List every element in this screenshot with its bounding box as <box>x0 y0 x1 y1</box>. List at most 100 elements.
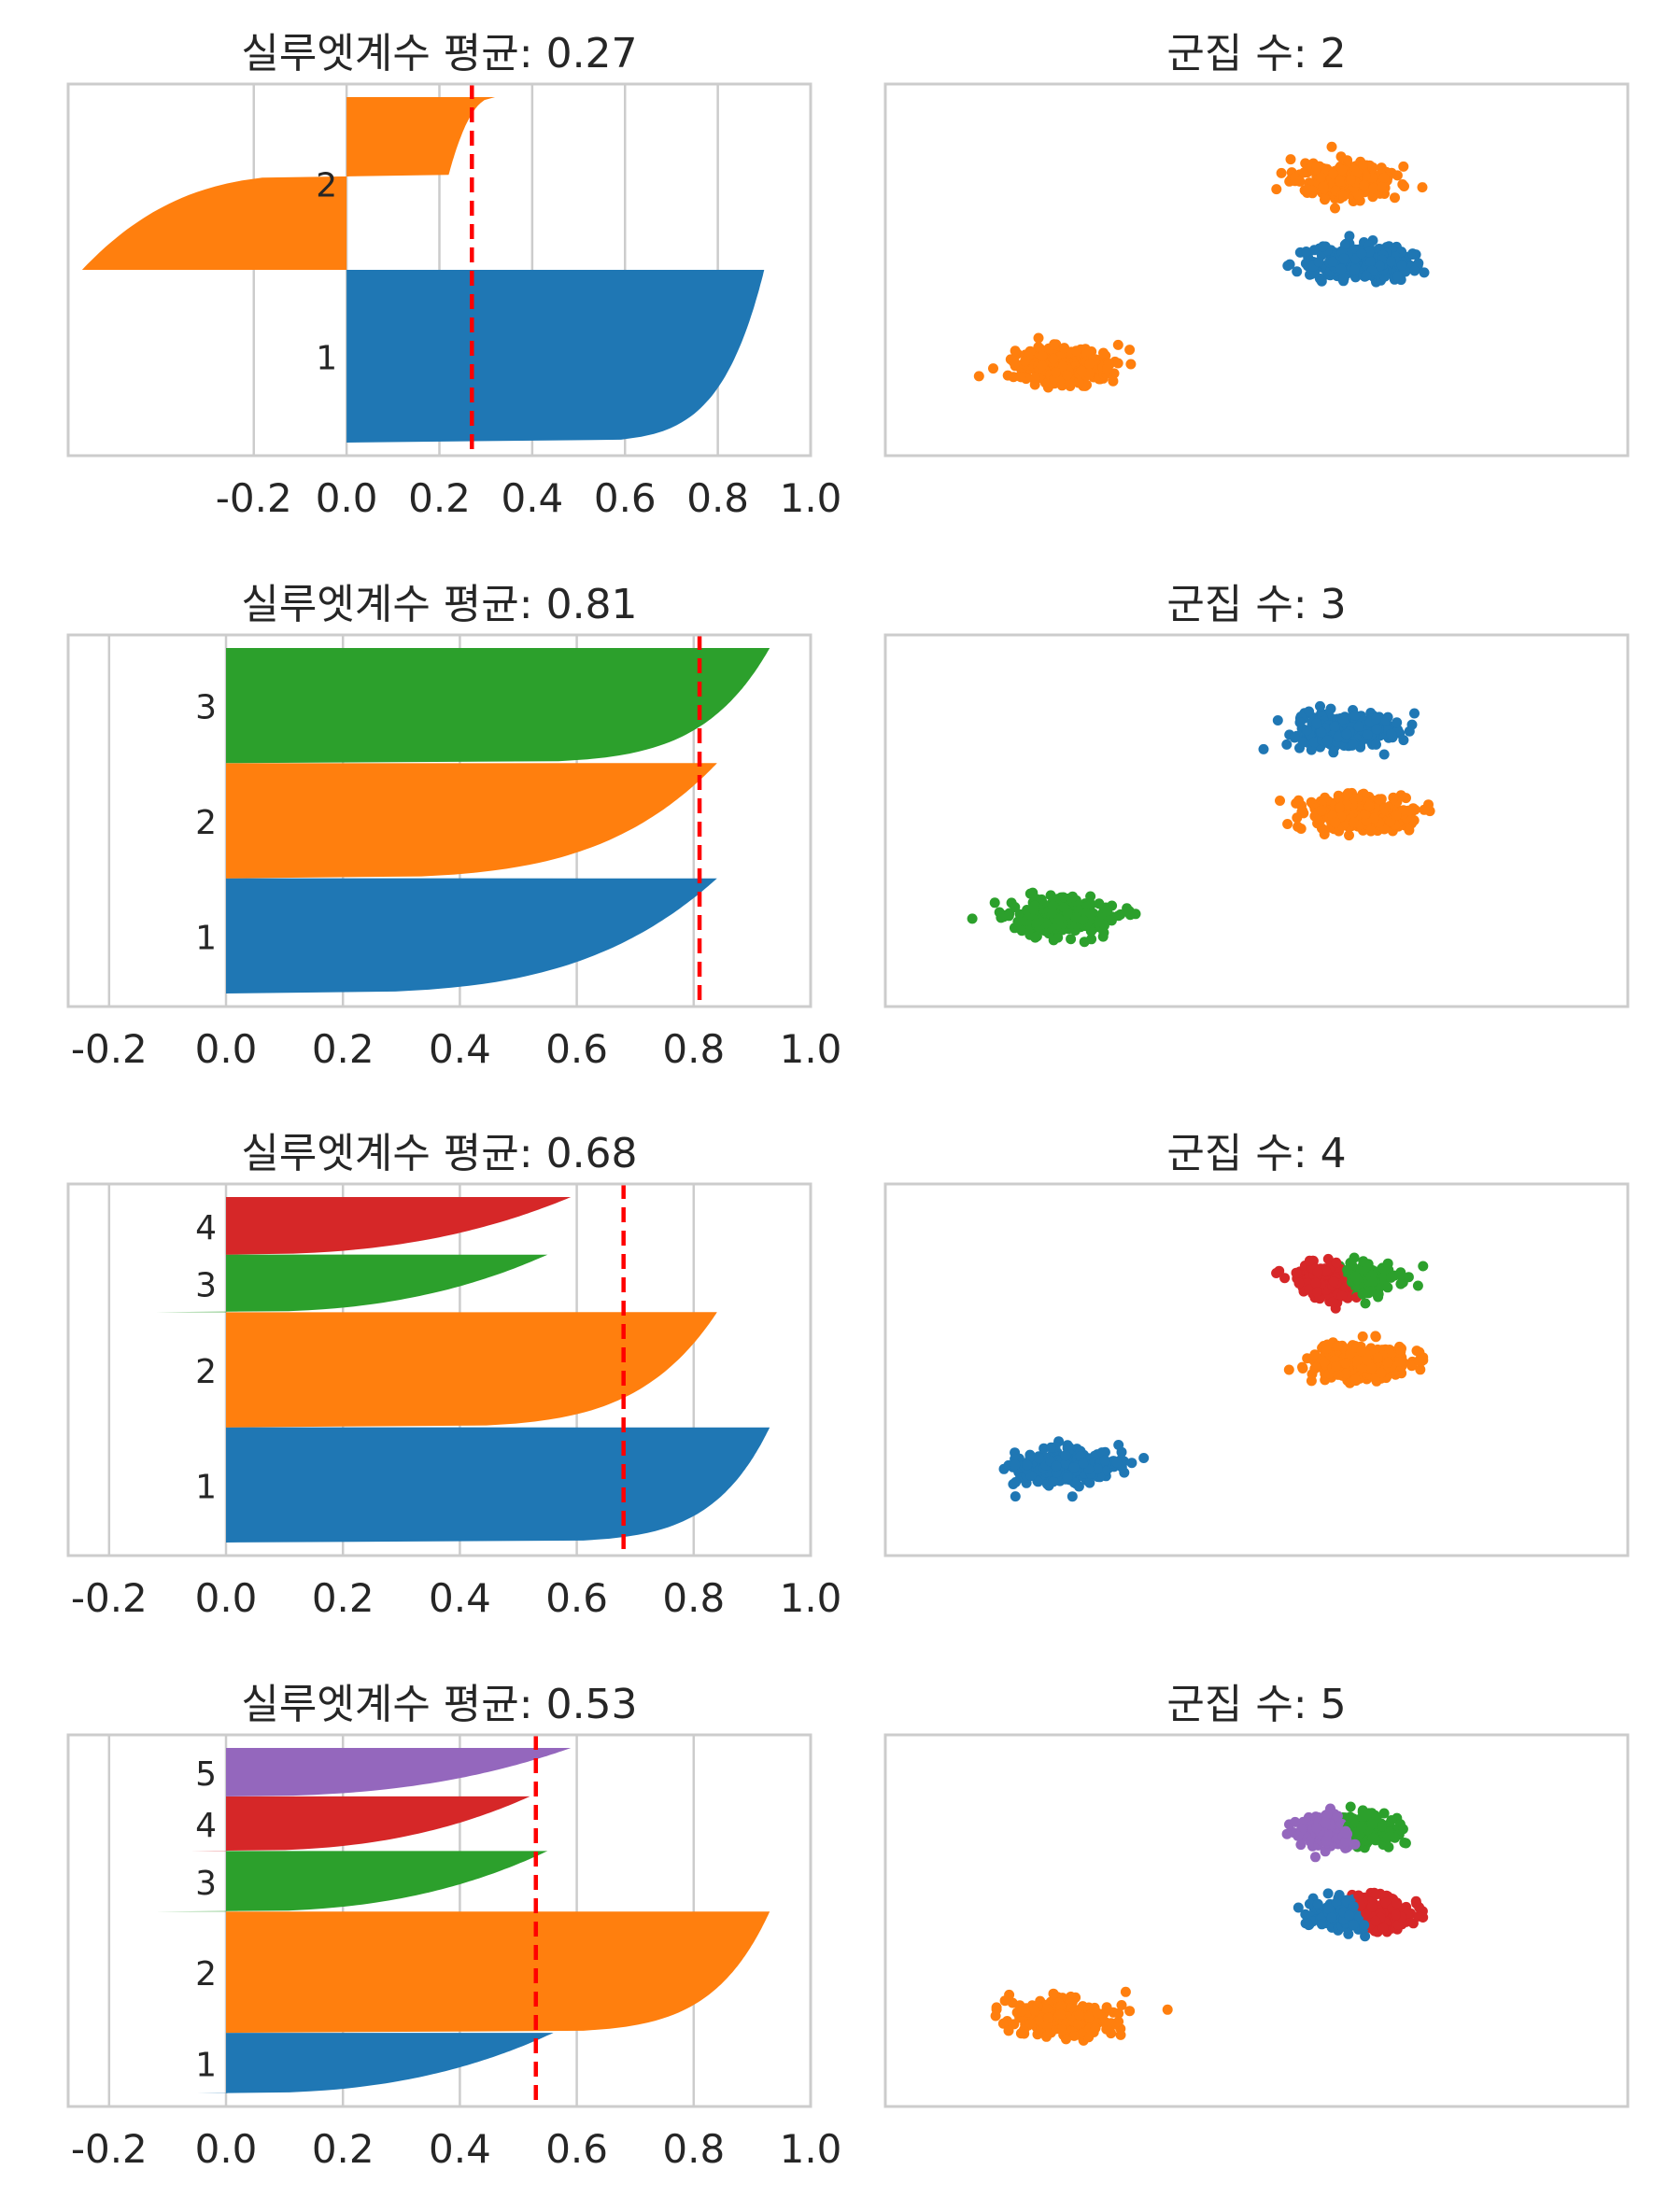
scatter-point <box>1010 902 1021 912</box>
scatter-point <box>1138 1453 1150 1463</box>
x-tick-label: 0.8 <box>662 1026 725 1072</box>
scatter-point <box>1279 1273 1291 1284</box>
scatter-point <box>1339 239 1350 250</box>
panel-title: 군집 수: 5 <box>1166 1681 1346 1728</box>
scatter-point <box>1357 1289 1368 1300</box>
scatter-point <box>1322 1253 1334 1264</box>
scatter-point <box>1344 830 1354 841</box>
cluster-label: 3 <box>195 1267 217 1305</box>
scatter-point <box>1332 1340 1343 1351</box>
scatter-point <box>1010 358 1021 369</box>
scatter-point <box>1321 1343 1332 1354</box>
scatter-point <box>1335 263 1347 275</box>
scatter-point <box>1316 275 1327 287</box>
scatter-point <box>1293 1830 1304 1841</box>
panel-title: 실루엣계수 평균: 0.81 <box>241 581 637 628</box>
scatter-point <box>1099 1455 1110 1466</box>
scatter-point <box>1327 256 1338 267</box>
scatter-point <box>1073 1481 1084 1492</box>
scatter-point <box>1102 906 1113 917</box>
scatter-point <box>1367 1276 1378 1287</box>
scatter-point <box>1076 366 1087 376</box>
scatter-point <box>1341 728 1352 740</box>
x-tick-label: 1.0 <box>780 475 842 521</box>
scatter-point <box>1411 1346 1422 1357</box>
scatter-point <box>1373 1352 1383 1363</box>
x-tick-label: 0.2 <box>312 1575 374 1621</box>
scatter-point <box>1413 1355 1424 1366</box>
scatter-point <box>1391 1909 1401 1921</box>
scatter-point <box>1404 824 1415 836</box>
scatter-point <box>1017 2006 1028 2017</box>
cluster-label: 5 <box>195 1755 217 1794</box>
scatter-point <box>988 363 998 374</box>
scatter-point <box>1329 721 1340 732</box>
scatter-point <box>1081 379 1092 390</box>
scatter-point <box>1334 1890 1345 1900</box>
cluster-label: 2 <box>195 1955 217 1994</box>
scatter-point <box>1413 1910 1424 1922</box>
scatter-point <box>1371 713 1381 725</box>
cluster-label: 2 <box>195 1353 217 1391</box>
silhouette-panel-1: 실루엣계수 평균: 0.27 1 2 -0.2 0.0 0.2 0.4 0.6 0.8 1.0 <box>66 30 842 521</box>
scatter-point <box>1356 1822 1367 1833</box>
scatter-point <box>1333 1369 1344 1380</box>
scatter-point <box>1366 1819 1378 1829</box>
x-tick-label: 0.2 <box>312 2126 374 2172</box>
scatter-point <box>1258 743 1269 754</box>
scatter-point <box>1066 1991 1076 2002</box>
scatter-point <box>1108 375 1119 387</box>
scatter-point <box>1289 732 1300 743</box>
scatter-point <box>1079 937 1090 948</box>
scatter-point <box>1382 1357 1393 1368</box>
scatter-point <box>1061 2034 1071 2045</box>
scatter-point <box>1003 910 1014 922</box>
scatter-point <box>1374 794 1385 805</box>
scatter-point <box>1116 1446 1127 1458</box>
silhouette-band-2 <box>226 1911 770 2034</box>
scatter-point <box>1113 2008 1124 2019</box>
scatter-point <box>1333 731 1344 742</box>
scatter-point <box>1048 1988 1059 1999</box>
scatter-point <box>1102 363 1112 374</box>
scatter-point <box>1356 1346 1367 1357</box>
scatter-point <box>1297 1361 1307 1373</box>
silhouette-band-3 <box>155 1851 548 1912</box>
scatter-point <box>1057 360 1068 372</box>
scatter-point <box>1272 715 1283 726</box>
panel-title: 군집 수: 3 <box>1166 581 1346 628</box>
scatter-point <box>973 371 984 382</box>
scatter-point <box>1055 2001 1067 2011</box>
scatter-point <box>1342 1828 1353 1839</box>
scatter-point <box>1291 1267 1302 1278</box>
scatter-point <box>1342 1264 1353 1275</box>
scatter-point <box>1070 345 1081 357</box>
scatter-point <box>1293 1902 1304 1913</box>
scatter-point <box>1120 1986 1131 1997</box>
scatter-point <box>1406 1360 1418 1372</box>
panel-title: 실루엣계수 평균: 0.27 <box>241 30 637 77</box>
silhouette-band-1 <box>226 878 717 993</box>
scatter-point <box>1062 908 1073 919</box>
scatter-point <box>1130 909 1141 920</box>
scatter-point <box>1362 729 1373 740</box>
silhouette-band-1 <box>346 270 765 443</box>
axes-frame <box>883 1182 1630 1557</box>
scatter-point <box>1365 1362 1377 1374</box>
scatter-point <box>997 2018 1009 2029</box>
cluster-scatter-panel-4: 군집 수: 5 <box>883 1681 1630 2108</box>
scatter-point <box>1392 1897 1403 1909</box>
scatter-point <box>1377 1821 1388 1832</box>
scatter-point <box>1012 916 1024 927</box>
scatter-point <box>1310 1852 1321 1863</box>
scatter-point <box>1398 805 1409 816</box>
scatter-point <box>1322 1888 1334 1899</box>
scatter-point <box>1407 248 1419 260</box>
scatter-point <box>1390 1832 1401 1843</box>
cluster-scatter-panel-2: 군집 수: 3 <box>883 581 1630 1008</box>
scatter-point <box>1343 788 1353 799</box>
scatter-point <box>1311 1823 1322 1834</box>
axes-frame <box>883 1733 1630 2108</box>
scatter-point <box>1332 1810 1343 1822</box>
x-tick-label: 0.8 <box>686 475 749 521</box>
